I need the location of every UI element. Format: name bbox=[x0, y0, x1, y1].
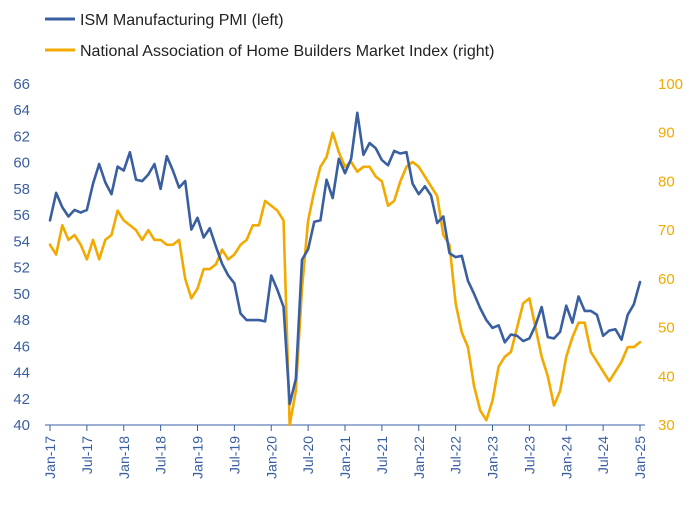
left-tick-label: 42 bbox=[13, 391, 30, 408]
left-axis-ticks: 40 42 44 46 48 50 52 54 56 58 60 62 64 66 bbox=[13, 76, 30, 434]
x-axis-ticks: Jan-17 Jul-17 Jan-18 Jul-18 Jan-19 Jul-19 Jan-… bbox=[42, 425, 648, 479]
left-tick-label: 44 bbox=[13, 365, 30, 382]
right-tick-label: 40 bbox=[658, 368, 675, 385]
x-tick-label: Jan-20 bbox=[263, 436, 279, 479]
left-tick-label: 66 bbox=[13, 76, 30, 93]
legend: ISM Manufacturing PMI (left) National As… bbox=[45, 12, 494, 60]
x-tick-label: Jul-19 bbox=[226, 436, 242, 474]
legend-label-ism: ISM Manufacturing PMI (left) bbox=[80, 12, 284, 29]
right-axis-ticks: 30 40 50 60 70 80 90 100 bbox=[658, 76, 683, 434]
left-tick-label: 54 bbox=[13, 233, 30, 250]
left-tick-label: 56 bbox=[13, 207, 30, 224]
x-tick-label: Jul-21 bbox=[374, 436, 390, 474]
left-tick-label: 58 bbox=[13, 181, 30, 198]
left-tick-label: 48 bbox=[13, 312, 30, 329]
right-tick-label: 50 bbox=[658, 320, 675, 337]
left-tick-label: 60 bbox=[13, 155, 30, 172]
x-tick-label: Jan-24 bbox=[558, 436, 574, 479]
right-tick-label: 90 bbox=[658, 125, 675, 142]
right-tick-label: 60 bbox=[658, 271, 675, 288]
x-tick-label: Jan-18 bbox=[116, 436, 132, 479]
x-tick-label: Jan-19 bbox=[190, 436, 206, 479]
x-tick-label: Jan-23 bbox=[485, 436, 501, 479]
left-tick-label: 64 bbox=[13, 102, 30, 119]
legend-label-nahb: National Association of Home Builders Ma… bbox=[80, 43, 494, 60]
x-tick-label: Jul-17 bbox=[79, 436, 95, 474]
x-tick-label: Jan-21 bbox=[337, 436, 353, 479]
left-tick-label: 52 bbox=[13, 260, 30, 277]
right-tick-label: 80 bbox=[658, 173, 675, 190]
left-tick-label: 50 bbox=[13, 286, 30, 303]
x-tick-label: Jan-25 bbox=[632, 436, 648, 479]
x-tick-label: Jul-23 bbox=[521, 436, 537, 474]
right-tick-label: 30 bbox=[658, 417, 675, 434]
x-tick-label: Jul-20 bbox=[300, 436, 316, 474]
x-tick-label: Jan-22 bbox=[411, 436, 427, 479]
left-tick-label: 46 bbox=[13, 338, 30, 355]
x-tick-label: Jul-18 bbox=[153, 436, 169, 474]
x-tick-label: Jan-17 bbox=[42, 436, 58, 479]
right-tick-label: 100 bbox=[658, 76, 683, 93]
series-line-ism bbox=[48, 111, 642, 406]
x-tick-label: Jul-22 bbox=[448, 436, 464, 474]
right-tick-label: 70 bbox=[658, 222, 675, 239]
left-tick-label: 40 bbox=[13, 417, 30, 434]
series-lines bbox=[48, 111, 642, 427]
series-line-nahb bbox=[48, 131, 642, 427]
x-tick-label: Jul-24 bbox=[595, 436, 611, 474]
left-tick-label: 62 bbox=[13, 128, 30, 145]
